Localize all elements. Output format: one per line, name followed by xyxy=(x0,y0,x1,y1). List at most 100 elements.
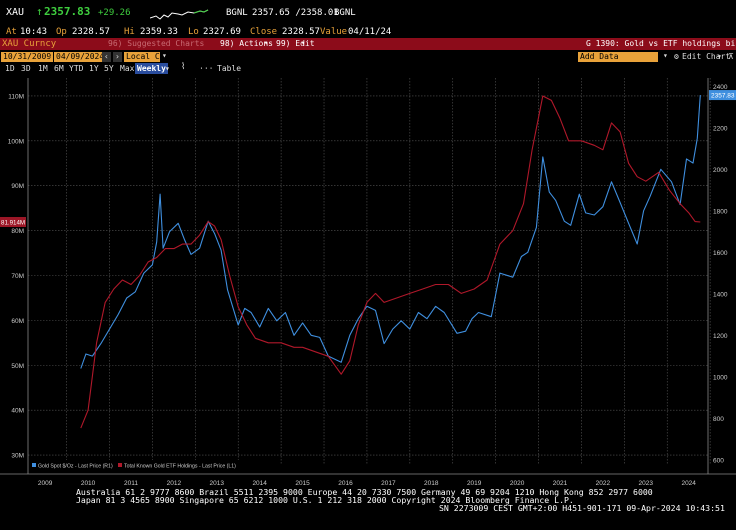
x-tick-label: 2022 xyxy=(596,480,611,487)
range-1d-button[interactable]: 1D xyxy=(5,64,15,73)
close-value: 2328.57 xyxy=(282,27,320,37)
left-tick-label: 80M xyxy=(11,228,24,235)
chart-series xyxy=(80,95,701,429)
table-button[interactable]: Table xyxy=(217,64,242,73)
range-5y-button[interactable]: 5Y xyxy=(104,64,114,73)
x-tick-label: 2019 xyxy=(467,480,482,487)
x-tick-label: 2016 xyxy=(338,480,353,487)
left-tick-label: 60M xyxy=(11,318,24,325)
quote-source-2: BGNL xyxy=(334,8,356,18)
open-label: Op xyxy=(56,27,67,37)
more-icon[interactable]: ⋅⋅⋅ xyxy=(199,64,214,73)
chart-legend: Gold Spot $/Oz - Last Price (R1) Total Kn… xyxy=(30,460,240,470)
legend-background xyxy=(30,460,240,470)
end-date-field[interactable]: 04/09/2024 xyxy=(54,52,107,62)
currency-select[interactable]: Local CCY xyxy=(124,52,170,62)
add-data-input[interactable]: Add Data xyxy=(578,52,658,62)
suggested-charts-menu[interactable]: 96) Suggested Charts xyxy=(108,39,205,48)
range-3d-button[interactable]: 3D xyxy=(21,64,31,73)
left-tick-label: 30M xyxy=(11,453,24,460)
right-axis: 600 800 1000 1200 1400 1600 1800 2000 2200 2400 xyxy=(713,84,728,465)
date-separator: - xyxy=(48,52,53,61)
value-date: 04/11/24 xyxy=(348,27,392,37)
low-label: Lo xyxy=(188,27,199,37)
low-value: 2327.69 xyxy=(203,27,241,37)
next-period-icon[interactable]: › xyxy=(113,52,122,62)
actions-dropdown-icon[interactable]: ▾ xyxy=(264,39,269,47)
range-max-button[interactable]: Max xyxy=(120,64,135,73)
gold-legend-label: Gold Spot $/Oz - Last Price (R1) xyxy=(38,464,113,470)
right-tick-label: 1800 xyxy=(713,208,728,215)
x-tick-label: 2024 xyxy=(681,480,696,487)
quote-bar: XAU ↑ 2357.83 +29.26 BGNL 2357.65 /2358.… xyxy=(0,0,736,26)
right-tick-label: 1000 xyxy=(713,374,728,381)
right-tick-label: 1200 xyxy=(713,333,728,340)
start-date-field[interactable]: 10/31/2009 xyxy=(1,52,54,62)
frequency-dropdown-icon[interactable]: ▾ xyxy=(165,64,170,73)
last-value-markers: 2357.83 81.914M xyxy=(0,90,736,228)
x-tick-label: 2017 xyxy=(381,480,396,487)
currency-dropdown-icon[interactable]: ▾ xyxy=(162,51,167,60)
x-tick-label: 2018 xyxy=(424,480,439,487)
chart-grid xyxy=(0,78,736,475)
x-tick-label: 2013 xyxy=(210,480,225,487)
value-label: Value xyxy=(320,27,348,37)
price-chart[interactable]: 30M 40M 50M 60M 70M 80M 90M 100M 110M 600 800 1000… xyxy=(0,74,736,487)
range-1m-button[interactable]: 1M xyxy=(38,64,48,73)
high-value: 2359.33 xyxy=(140,27,178,37)
x-tick-label: 2021 xyxy=(553,480,568,487)
prev-period-icon[interactable]: ‹ xyxy=(102,52,111,62)
gold-last-value-label: 2357.83 xyxy=(711,93,735,100)
edit-dropdown-icon[interactable]: ▾ xyxy=(301,39,306,47)
left-tick-label: 50M xyxy=(11,363,24,370)
control-bar: 10/31/2009 - 04/09/2024 ‹ › Local CCY ▾ … xyxy=(0,51,736,63)
x-tick-label: 2020 xyxy=(510,480,525,487)
last-price: 2357.83 xyxy=(44,5,91,18)
range-bar: 1D 3D 1M 6M YTD 1Y 5Y Max Weekly ▾ ⌇ ⋅⋅⋅… xyxy=(0,62,736,74)
range-1y-button[interactable]: 1Y xyxy=(89,64,99,73)
chart-code-label: G 1390: Gold vs ETF holdings bi xyxy=(586,39,736,48)
high-label: Hi xyxy=(124,27,135,37)
range-ytd-button[interactable]: YTD xyxy=(69,64,84,73)
sparkline-icon xyxy=(150,9,209,20)
left-axis: 30M 40M 50M 60M 70M 80M 90M 100M 110M xyxy=(8,93,24,459)
etf-last-value-marker xyxy=(0,217,26,228)
ticker-label: XAU xyxy=(6,7,25,18)
edit-chart-gear-icon[interactable]: ⚙ xyxy=(674,52,679,61)
etf-holdings-series-line xyxy=(80,95,701,429)
etf-legend-label: Total Known Gold ETF Holdings - Last Pri… xyxy=(124,464,236,470)
right-tick-label: 600 xyxy=(713,457,724,464)
frequency-select[interactable]: Weekly xyxy=(135,63,168,74)
edit-chart-dropdown-icon[interactable]: ▾ xyxy=(717,52,722,61)
x-tick-label: 2009 xyxy=(38,480,53,487)
gold-legend-swatch xyxy=(32,463,36,467)
pin-icon[interactable]: ⊼ xyxy=(728,52,734,61)
line-style-icon[interactable]: ⌇ xyxy=(181,62,186,72)
x-axis: 2009 2010 2011 2012 2013 2014 2015 2016 2017 2018… xyxy=(38,480,696,487)
edit-chart-button[interactable]: Edit Chart xyxy=(682,52,731,61)
add-data-dropdown-icon[interactable]: ▾ xyxy=(663,51,668,60)
gold-spot-series-line xyxy=(80,95,701,369)
right-tick-label: 1600 xyxy=(713,250,728,257)
range-6m-button[interactable]: 6M xyxy=(54,64,64,73)
at-label: At xyxy=(6,27,17,37)
security-name[interactable]: XAU Curncy xyxy=(2,39,57,49)
left-tick-label: 110M xyxy=(8,93,24,100)
quote-details-bar: At 10:43 Op 2328.57 Hi 2359.33 Lo 2327.6… xyxy=(0,26,736,38)
right-tick-label: 2400 xyxy=(713,84,728,91)
x-tick-label: 2014 xyxy=(252,480,267,487)
quote-time: 10:43 xyxy=(20,27,48,37)
x-tick-label: 2015 xyxy=(295,480,310,487)
x-tick-label: 2023 xyxy=(639,480,654,487)
right-tick-label: 800 xyxy=(713,416,724,423)
etf-legend-swatch xyxy=(118,463,122,467)
etf-last-value-label: 81.914M xyxy=(1,220,25,227)
x-tick-label: 2012 xyxy=(167,480,182,487)
edit-menu[interactable]: 99) Edit xyxy=(276,39,315,48)
footer: Australia 61 2 9777 8600 Brazil 5511 239… xyxy=(0,487,736,530)
actions-menu[interactable]: 98) Actions xyxy=(220,39,273,48)
quote-source: BGNL xyxy=(226,8,248,18)
left-tick-label: 70M xyxy=(11,273,24,280)
left-tick-label: 40M xyxy=(11,408,24,415)
price-up-arrow-icon: ↑ xyxy=(36,5,43,18)
